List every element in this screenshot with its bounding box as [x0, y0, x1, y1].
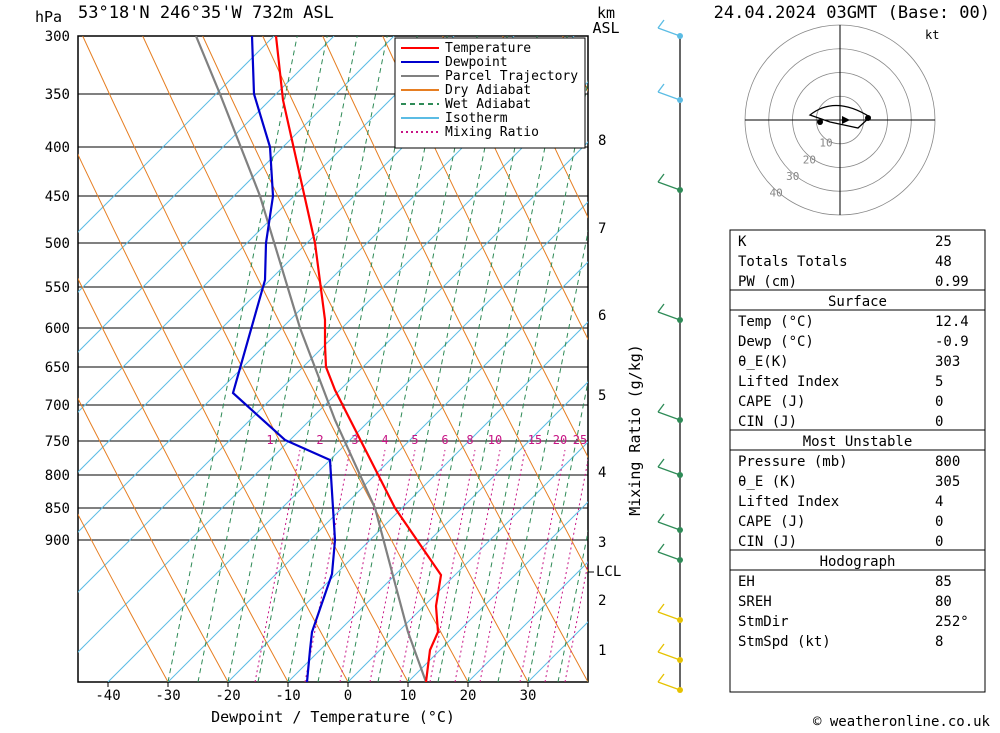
legend-item: Parcel Trajectory — [445, 69, 578, 84]
hodo-ring-label: 30 — [786, 170, 799, 183]
index-val: 252° — [935, 614, 969, 630]
index-key: Lifted Index — [738, 374, 839, 390]
index-val: -0.9 — [935, 334, 969, 350]
index-val: 25 — [935, 234, 952, 250]
index-key: PW (cm) — [738, 274, 797, 290]
index-key: CAPE (J) — [738, 514, 805, 530]
legend-item: Dry Adiabat — [445, 83, 531, 98]
pressure-tick: 450 — [45, 189, 70, 205]
alt-tick: 3 — [598, 535, 606, 551]
index-key: Totals Totals — [738, 254, 848, 270]
pressure-tick: 750 — [45, 434, 70, 450]
hodo-ring-label: 10 — [819, 137, 832, 150]
alt-tick: 1 — [598, 643, 606, 659]
temp-tick: -30 — [155, 688, 180, 704]
legend-item: Wet Adiabat — [445, 97, 531, 112]
legend-item: Temperature — [445, 41, 531, 56]
alt-tick: 4 — [598, 465, 606, 481]
temp-tick: -10 — [275, 688, 300, 704]
index-val: 800 — [935, 454, 960, 470]
index-key: EH — [738, 574, 755, 590]
index-key: Temp (°C) — [738, 314, 814, 330]
mixing-ratio-value: 6 — [441, 433, 448, 447]
index-val: 0 — [935, 534, 943, 550]
index-section: Most Unstable — [803, 434, 913, 450]
index-section: Hodograph — [820, 554, 896, 570]
index-key: StmDir — [738, 614, 789, 630]
index-val: 0 — [935, 514, 943, 530]
index-section: Surface — [828, 294, 887, 310]
mixing-ratio-value: 1 — [266, 433, 273, 447]
index-key: θ_E(K) — [738, 354, 789, 370]
index-key: Dewp (°C) — [738, 334, 814, 350]
hodo-units: kt — [925, 28, 939, 42]
title-left: 53°18'N 246°35'W 732m ASL — [78, 3, 334, 23]
pressure-tick: 600 — [45, 321, 70, 337]
pressure-tick: 500 — [45, 236, 70, 252]
mixing-ratio-value: 5 — [411, 433, 418, 447]
index-key: CIN (J) — [738, 414, 797, 430]
index-val: 0.99 — [935, 274, 969, 290]
mixing-ratio-value: 20 — [553, 433, 567, 447]
title-right: 24.04.2024 03GMT (Base: 00) — [714, 3, 990, 23]
index-key: CIN (J) — [738, 534, 797, 550]
index-key: CAPE (J) — [738, 394, 805, 410]
pressure-tick: 800 — [45, 468, 70, 484]
index-key: Pressure (mb) — [738, 454, 848, 470]
lcl-label: LCL — [596, 564, 621, 580]
copyright: © weatheronline.co.uk — [813, 714, 991, 730]
index-val: 8 — [935, 634, 943, 650]
alt-tick: 6 — [598, 308, 606, 324]
index-val: 4 — [935, 494, 943, 510]
index-key: SREH — [738, 594, 772, 610]
temp-tick: 0 — [344, 688, 352, 704]
pressure-tick: 400 — [45, 140, 70, 156]
mixing-ratio-value: 2 — [316, 433, 323, 447]
index-val: 85 — [935, 574, 952, 590]
temp-tick: -40 — [95, 688, 120, 704]
index-val: 5 — [935, 374, 943, 390]
index-key: K — [738, 234, 747, 250]
skewt-diagram: 53°18'N 246°35'W 732m ASL 24.04.2024 03GM… — [0, 0, 1000, 733]
index-val: 12.4 — [935, 314, 969, 330]
index-val: 303 — [935, 354, 960, 370]
legend-item: Isotherm — [445, 111, 508, 126]
alt-tick: 8 — [598, 133, 606, 149]
ylabel-asl: ASL — [592, 19, 619, 37]
hodo-ring-label: 40 — [770, 187, 783, 200]
legend-item: Mixing Ratio — [445, 125, 539, 140]
alt-tick: 5 — [598, 388, 606, 404]
ylabel-hpa: hPa — [35, 8, 62, 26]
mixing-ratio-value: 25 — [573, 433, 587, 447]
pressure-tick: 300 — [45, 29, 70, 45]
temp-tick: 20 — [460, 688, 477, 704]
pressure-tick: 650 — [45, 360, 70, 376]
index-val: 0 — [935, 414, 943, 430]
mixing-ratio-value: 10 — [488, 433, 502, 447]
hodo-ring-label: 20 — [803, 153, 816, 166]
alt-tick: 2 — [598, 593, 606, 609]
pressure-tick: 850 — [45, 501, 70, 517]
xlabel: Dewpoint / Temperature (°C) — [211, 708, 455, 726]
pressure-tick: 550 — [45, 280, 70, 296]
mixing-ratio-value: 15 — [528, 433, 542, 447]
legend-item: Dewpoint — [445, 55, 508, 70]
index-val: 80 — [935, 594, 952, 610]
pressure-tick: 350 — [45, 87, 70, 103]
mixing-ratio-value: 8 — [466, 433, 473, 447]
alt-tick: 7 — [598, 221, 606, 237]
index-val: 305 — [935, 474, 960, 490]
index-key: StmSpd (kt) — [738, 634, 831, 650]
index-key: θ_E (K) — [738, 474, 797, 490]
temp-tick: -20 — [215, 688, 240, 704]
index-val: 0 — [935, 394, 943, 410]
pressure-tick: 700 — [45, 398, 70, 414]
pressure-tick: 900 — [45, 533, 70, 549]
temp-tick: 10 — [400, 688, 417, 704]
mixing-ratio-label: Mixing Ratio (g/kg) — [626, 344, 644, 516]
index-val: 48 — [935, 254, 952, 270]
index-key: Lifted Index — [738, 494, 839, 510]
temp-tick: 30 — [520, 688, 537, 704]
mixing-ratio-value: 4 — [381, 433, 388, 447]
